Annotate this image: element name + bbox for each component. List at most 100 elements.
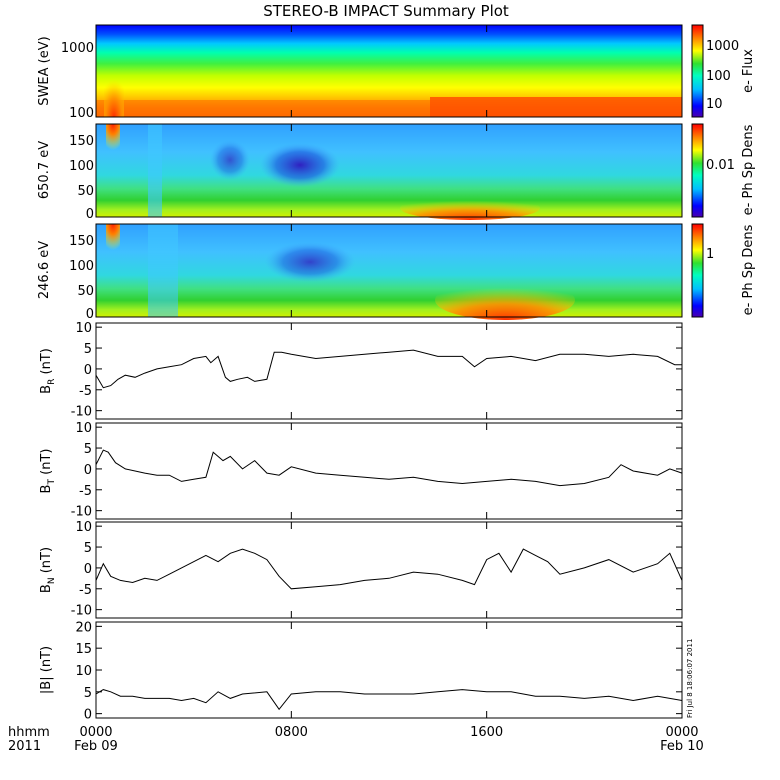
bmag-frame bbox=[95, 621, 683, 719]
x-tick-date-label: Feb 09 bbox=[74, 739, 118, 754]
bmag-ylabel: |B| (nT) bbox=[39, 646, 54, 694]
chart-title: STEREO-B IMPACT Summary Plot bbox=[263, 2, 509, 20]
br-ylabel: BR (nT) bbox=[39, 348, 57, 394]
pad246-colorbar-label: e- Ph Sp Dens bbox=[741, 224, 756, 315]
bt-panel: 10 5 0 -5 -10 BT (nT) bbox=[39, 421, 683, 520]
swea-colorbar-tick: 10 bbox=[706, 97, 723, 112]
pad246-colorbar-tick: 1 bbox=[706, 247, 714, 262]
br-ytick-label: -5 bbox=[79, 384, 92, 399]
br-series-line bbox=[95, 349, 682, 389]
swea-ytick-label: 100 bbox=[69, 106, 94, 121]
pad650-ytick-label: 50 bbox=[77, 184, 94, 199]
bn-ytick-label: -10 bbox=[71, 604, 92, 619]
pad650-colorbar bbox=[691, 123, 704, 218]
pad246-ytick-label: 0 bbox=[86, 307, 94, 322]
pad650-ylabel: 650.7 eV bbox=[37, 141, 52, 199]
swea-frame bbox=[95, 24, 683, 118]
bn-ylabel: BN (nT) bbox=[39, 547, 57, 593]
br-frame bbox=[95, 322, 683, 420]
swea-low-energy-band bbox=[96, 100, 430, 117]
bn-panel: 10 5 0 -5 -10 BN (nT) bbox=[39, 520, 683, 619]
pad650-spectrogram-image bbox=[96, 124, 682, 217]
bt-ytick-label: -5 bbox=[79, 484, 92, 499]
x-tick-label: 0000 bbox=[665, 725, 698, 740]
bmag-ytick-label: 5 bbox=[84, 686, 92, 701]
br-ylabel-sub: R bbox=[47, 379, 57, 385]
pad246-high-density-region bbox=[435, 280, 575, 320]
swea-high-flux-band bbox=[430, 97, 682, 117]
pad650-ytick-label: 100 bbox=[69, 159, 94, 174]
bt-ylabel-main: B bbox=[39, 485, 54, 494]
bmag-ytick-label: 20 bbox=[75, 620, 92, 635]
time-axis-year: 2011 bbox=[8, 739, 41, 754]
pad246-data-gap bbox=[148, 224, 178, 317]
pad650-high-density-region bbox=[400, 196, 540, 220]
bt-ytick-label: -10 bbox=[71, 505, 92, 520]
bn-series-line bbox=[95, 548, 683, 590]
br-ytick-label: 0 bbox=[84, 363, 92, 378]
bt-ytick-label: 5 bbox=[84, 442, 92, 457]
bmag-ytick-label: 10 bbox=[75, 664, 92, 679]
pad246-colorbar bbox=[691, 223, 704, 318]
bt-ylabel-sub: T bbox=[47, 479, 57, 486]
x-tick-label: 1600 bbox=[470, 725, 503, 740]
pad246-ytick-label: 150 bbox=[69, 234, 94, 249]
swea-colorbar-label: e- Flux bbox=[741, 49, 756, 93]
pad246-early-enhancement bbox=[106, 224, 120, 250]
bt-ytick-label: 0 bbox=[84, 463, 92, 478]
pad246-spectrogram-image bbox=[96, 224, 682, 317]
bn-ylabel-main: B bbox=[39, 584, 54, 593]
time-axis-corner-label: hhmm bbox=[8, 725, 50, 740]
plot-timestamp: Fri Jul 8 18:06:07 2011 bbox=[686, 639, 694, 718]
bn-frame bbox=[95, 521, 683, 619]
pad650-data-gap bbox=[148, 124, 162, 217]
pad650-ytick-label: 0 bbox=[86, 207, 94, 222]
pad246-spectrogram-panel: 246.6 eV 150 100 50 0 1 e- Ph Sp Dens bbox=[37, 223, 756, 322]
bn-ytick-label: 0 bbox=[84, 562, 92, 577]
x-tick-date-label: Feb 10 bbox=[660, 739, 704, 754]
x-tick-label: 0000 bbox=[79, 725, 112, 740]
pad246-low-density-region bbox=[265, 242, 355, 282]
bt-ylabel-unit: (nT) bbox=[39, 449, 54, 479]
pad650-ytick-label: 150 bbox=[69, 134, 94, 149]
bmag-ylabel-unit: (nT) bbox=[39, 646, 54, 676]
bt-frame bbox=[95, 422, 683, 520]
pad246-ylabel: 246.6 eV bbox=[37, 241, 52, 299]
pad246-ytick-label: 50 bbox=[77, 284, 94, 299]
swea-spectrogram-panel: SWEA (eV) 1000 100 1000 100 10 e- Flux bbox=[37, 24, 756, 121]
bn-ylabel-sub: N bbox=[47, 577, 57, 584]
x-tick-label: 0800 bbox=[275, 725, 308, 740]
br-ylabel-unit: (nT) bbox=[39, 348, 54, 378]
swea-colorbar-tick: 100 bbox=[706, 69, 731, 84]
pad650-colorbar-tick: 0.01 bbox=[706, 158, 735, 173]
pad650-early-enhancement bbox=[106, 124, 120, 150]
br-ytick-label: 5 bbox=[84, 342, 92, 357]
bmag-ylabel-main: |B| bbox=[39, 676, 54, 694]
pad650-low-density-region bbox=[210, 140, 250, 180]
br-ylabel-main: B bbox=[39, 385, 54, 394]
bn-ytick-label: 10 bbox=[75, 520, 92, 535]
pad246-ytick-label: 100 bbox=[69, 259, 94, 274]
pad650-spectrogram-panel: 650.7 eV 150 100 50 0 0.01 e- Ph Sp Dens bbox=[37, 123, 756, 222]
br-ytick-label: 10 bbox=[75, 321, 92, 336]
bt-ylabel: BT (nT) bbox=[39, 449, 57, 494]
bmag-ytick-label: 0 bbox=[84, 708, 92, 723]
bn-ylabel-unit: (nT) bbox=[39, 547, 54, 577]
swea-ylabel: SWEA (eV) bbox=[37, 36, 52, 105]
br-panel: 10 5 0 -5 -10 BR (nT) bbox=[39, 321, 683, 420]
pad650-low-density-region bbox=[260, 143, 340, 187]
swea-ytick-label: 1000 bbox=[61, 41, 94, 56]
bt-series-line bbox=[95, 449, 683, 487]
bn-ytick-label: -5 bbox=[79, 583, 92, 598]
bmag-series-line bbox=[95, 689, 683, 711]
swea-colorbar bbox=[691, 24, 704, 118]
swea-colorbar-tick: 1000 bbox=[706, 39, 739, 54]
bmag-panel: 20 15 10 5 0 |B| (nT) bbox=[39, 620, 683, 723]
bn-ytick-label: 5 bbox=[84, 541, 92, 556]
pad246-frame bbox=[95, 223, 683, 318]
br-ytick-label: -10 bbox=[71, 405, 92, 420]
pad650-colorbar-label: e- Ph Sp Dens bbox=[741, 124, 756, 215]
